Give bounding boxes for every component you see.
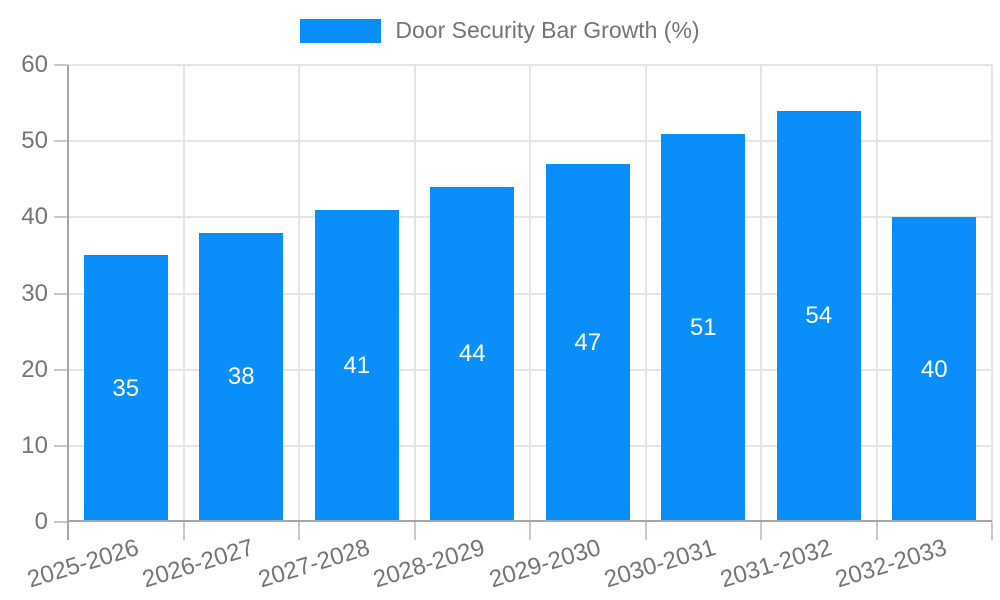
y-tick-label: 60 — [21, 51, 48, 78]
x-axis-tick — [182, 522, 185, 540]
x-axis-tick — [875, 522, 878, 540]
x-axis-tick — [760, 522, 762, 540]
v-gridline — [875, 65, 878, 522]
x-axis-tick — [644, 522, 647, 540]
v-gridline — [529, 65, 531, 522]
bar-value-label: 38 — [227, 363, 255, 391]
y-tick-label: 0 — [34, 508, 48, 535]
bar-value-label: 41 — [343, 351, 371, 379]
x-axis-tick — [413, 522, 416, 540]
v-gridline — [991, 65, 993, 522]
bar[interactable] — [83, 255, 168, 522]
y-tick-label: 30 — [21, 279, 48, 307]
bar-value-label: 51 — [689, 313, 717, 341]
bar-value-label: 54 — [805, 302, 833, 330]
y-axis-tick — [54, 444, 68, 447]
bar[interactable] — [199, 232, 284, 522]
v-gridline — [413, 65, 416, 522]
y-axis-tick — [54, 292, 68, 295]
v-gridline — [644, 65, 647, 522]
y-axis-tick — [54, 216, 68, 219]
legend[interactable]: Door Security Bar Growth (%) — [0, 17, 1000, 44]
legend-swatch — [300, 18, 382, 43]
y-axis-tick — [54, 64, 68, 66]
bar[interactable] — [661, 133, 746, 522]
bar[interactable] — [776, 110, 861, 522]
y-axis-tick — [54, 368, 68, 371]
bar[interactable] — [314, 209, 399, 522]
y-tick-label: 40 — [21, 203, 48, 231]
bar-value-label: 40 — [920, 355, 948, 383]
bar[interactable] — [430, 186, 515, 522]
bar[interactable] — [545, 164, 630, 522]
y-axis-tick — [54, 140, 68, 143]
v-gridline — [182, 65, 185, 522]
y-tick-label: 20 — [21, 355, 48, 383]
y-axis-line — [67, 65, 69, 540]
v-gridline — [760, 65, 762, 522]
x-axis-line — [68, 520, 992, 522]
x-axis-tick — [298, 522, 300, 540]
bar[interactable] — [892, 217, 977, 522]
y-tick-label: 10 — [21, 431, 48, 459]
v-gridline — [298, 65, 300, 522]
bar-value-label: 47 — [574, 329, 602, 356]
bar-value-label: 35 — [112, 374, 140, 402]
x-axis-tick — [991, 522, 993, 540]
legend-label: Door Security Bar Growth (%) — [395, 17, 700, 43]
y-axis-tick — [54, 521, 68, 523]
bar-value-label: 44 — [458, 340, 486, 368]
x-axis-tick — [529, 522, 531, 540]
y-tick-label: 50 — [21, 127, 48, 155]
